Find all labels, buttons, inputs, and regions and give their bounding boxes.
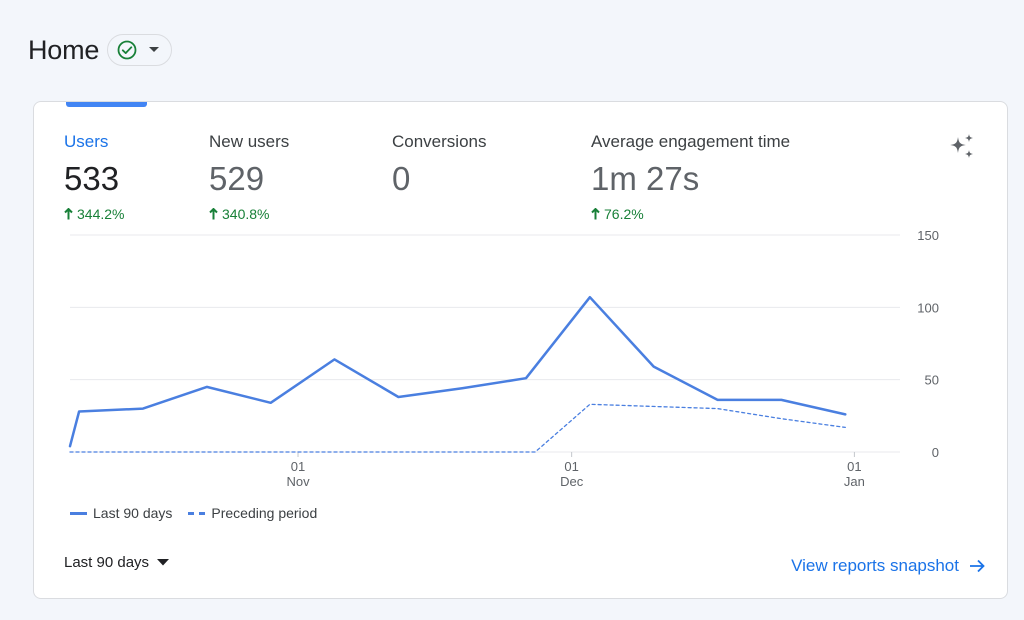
series-line-last-90-days xyxy=(68,295,847,448)
legend-item-preceding-period: Preceding period xyxy=(188,505,317,521)
x-tick-label: Jan xyxy=(844,474,865,489)
view-reports-snapshot-link[interactable]: View reports snapshot xyxy=(791,556,985,576)
metric-change: 76.2% xyxy=(591,206,790,222)
metric-label: Conversions xyxy=(392,132,487,151)
metric-change: 340.8% xyxy=(209,206,289,222)
legend-label: Last 90 days xyxy=(93,505,173,521)
legend-swatch-solid xyxy=(70,511,87,515)
page-title: Home xyxy=(28,34,100,65)
metric-value: 1m 27s xyxy=(591,160,700,197)
chart-legend: Last 90 days Preceding period xyxy=(70,505,333,521)
legend-item-last-90-days: Last 90 days xyxy=(70,505,172,521)
check-circle-icon xyxy=(117,40,137,60)
metric-new-users[interactable]: New users 529 340.8% xyxy=(209,132,289,222)
arrow-up-icon xyxy=(64,208,73,220)
snapshot-link-label: View reports snapshot xyxy=(791,556,959,575)
page-header: Home xyxy=(28,34,173,66)
metric-value: 0 xyxy=(392,160,411,197)
caret-down-icon xyxy=(157,559,170,566)
date-range-label: Last 90 days xyxy=(64,554,150,571)
y-tick-label: 0 xyxy=(932,445,939,460)
x-tick-label: 01 xyxy=(847,459,861,474)
metric-change-value: 340.8% xyxy=(222,206,270,222)
caret-down-icon xyxy=(149,47,160,52)
x-tick-label: 01 xyxy=(291,459,305,474)
x-tick-label: 01 xyxy=(564,459,578,474)
property-status-chip[interactable] xyxy=(107,34,173,66)
metric-value: 533 xyxy=(64,160,120,197)
y-tick-label: 100 xyxy=(917,300,939,315)
arrow-up-icon xyxy=(591,208,600,220)
metric-value: 529 xyxy=(209,160,265,197)
insights-button[interactable] xyxy=(946,132,978,164)
series-line-preceding-period xyxy=(69,403,846,453)
arrow-right-icon xyxy=(970,559,985,573)
overview-card: Users 533 344.2% New users 529 340.8% Co… xyxy=(33,101,1008,599)
active-tab-indicator xyxy=(66,102,147,107)
sparkle-icon xyxy=(950,134,973,158)
metric-users[interactable]: Users 533 344.2% xyxy=(64,132,124,222)
x-tick-label: Dec xyxy=(560,474,584,489)
metric-label: Users xyxy=(64,132,109,151)
metric-label: New users xyxy=(209,132,290,151)
metric-change: 344.2% xyxy=(64,206,124,222)
metric-change-value: 344.2% xyxy=(77,206,125,222)
y-tick-label: 150 xyxy=(917,228,939,243)
y-tick-label: 50 xyxy=(925,373,939,388)
metric-average-engagement-time[interactable]: Average engagement time 1m 27s 76.2% xyxy=(591,132,790,222)
legend-label: Preceding period xyxy=(211,505,318,521)
date-range-selector[interactable]: Last 90 days xyxy=(64,554,170,571)
metric-label: Average engagement time xyxy=(591,132,791,151)
metric-conversions[interactable]: Conversions 0 xyxy=(392,132,487,198)
legend-swatch-dashed xyxy=(188,511,206,515)
x-tick-label: Nov xyxy=(286,474,310,489)
metric-change-value: 76.2% xyxy=(604,206,644,222)
arrow-up-icon xyxy=(209,208,218,220)
